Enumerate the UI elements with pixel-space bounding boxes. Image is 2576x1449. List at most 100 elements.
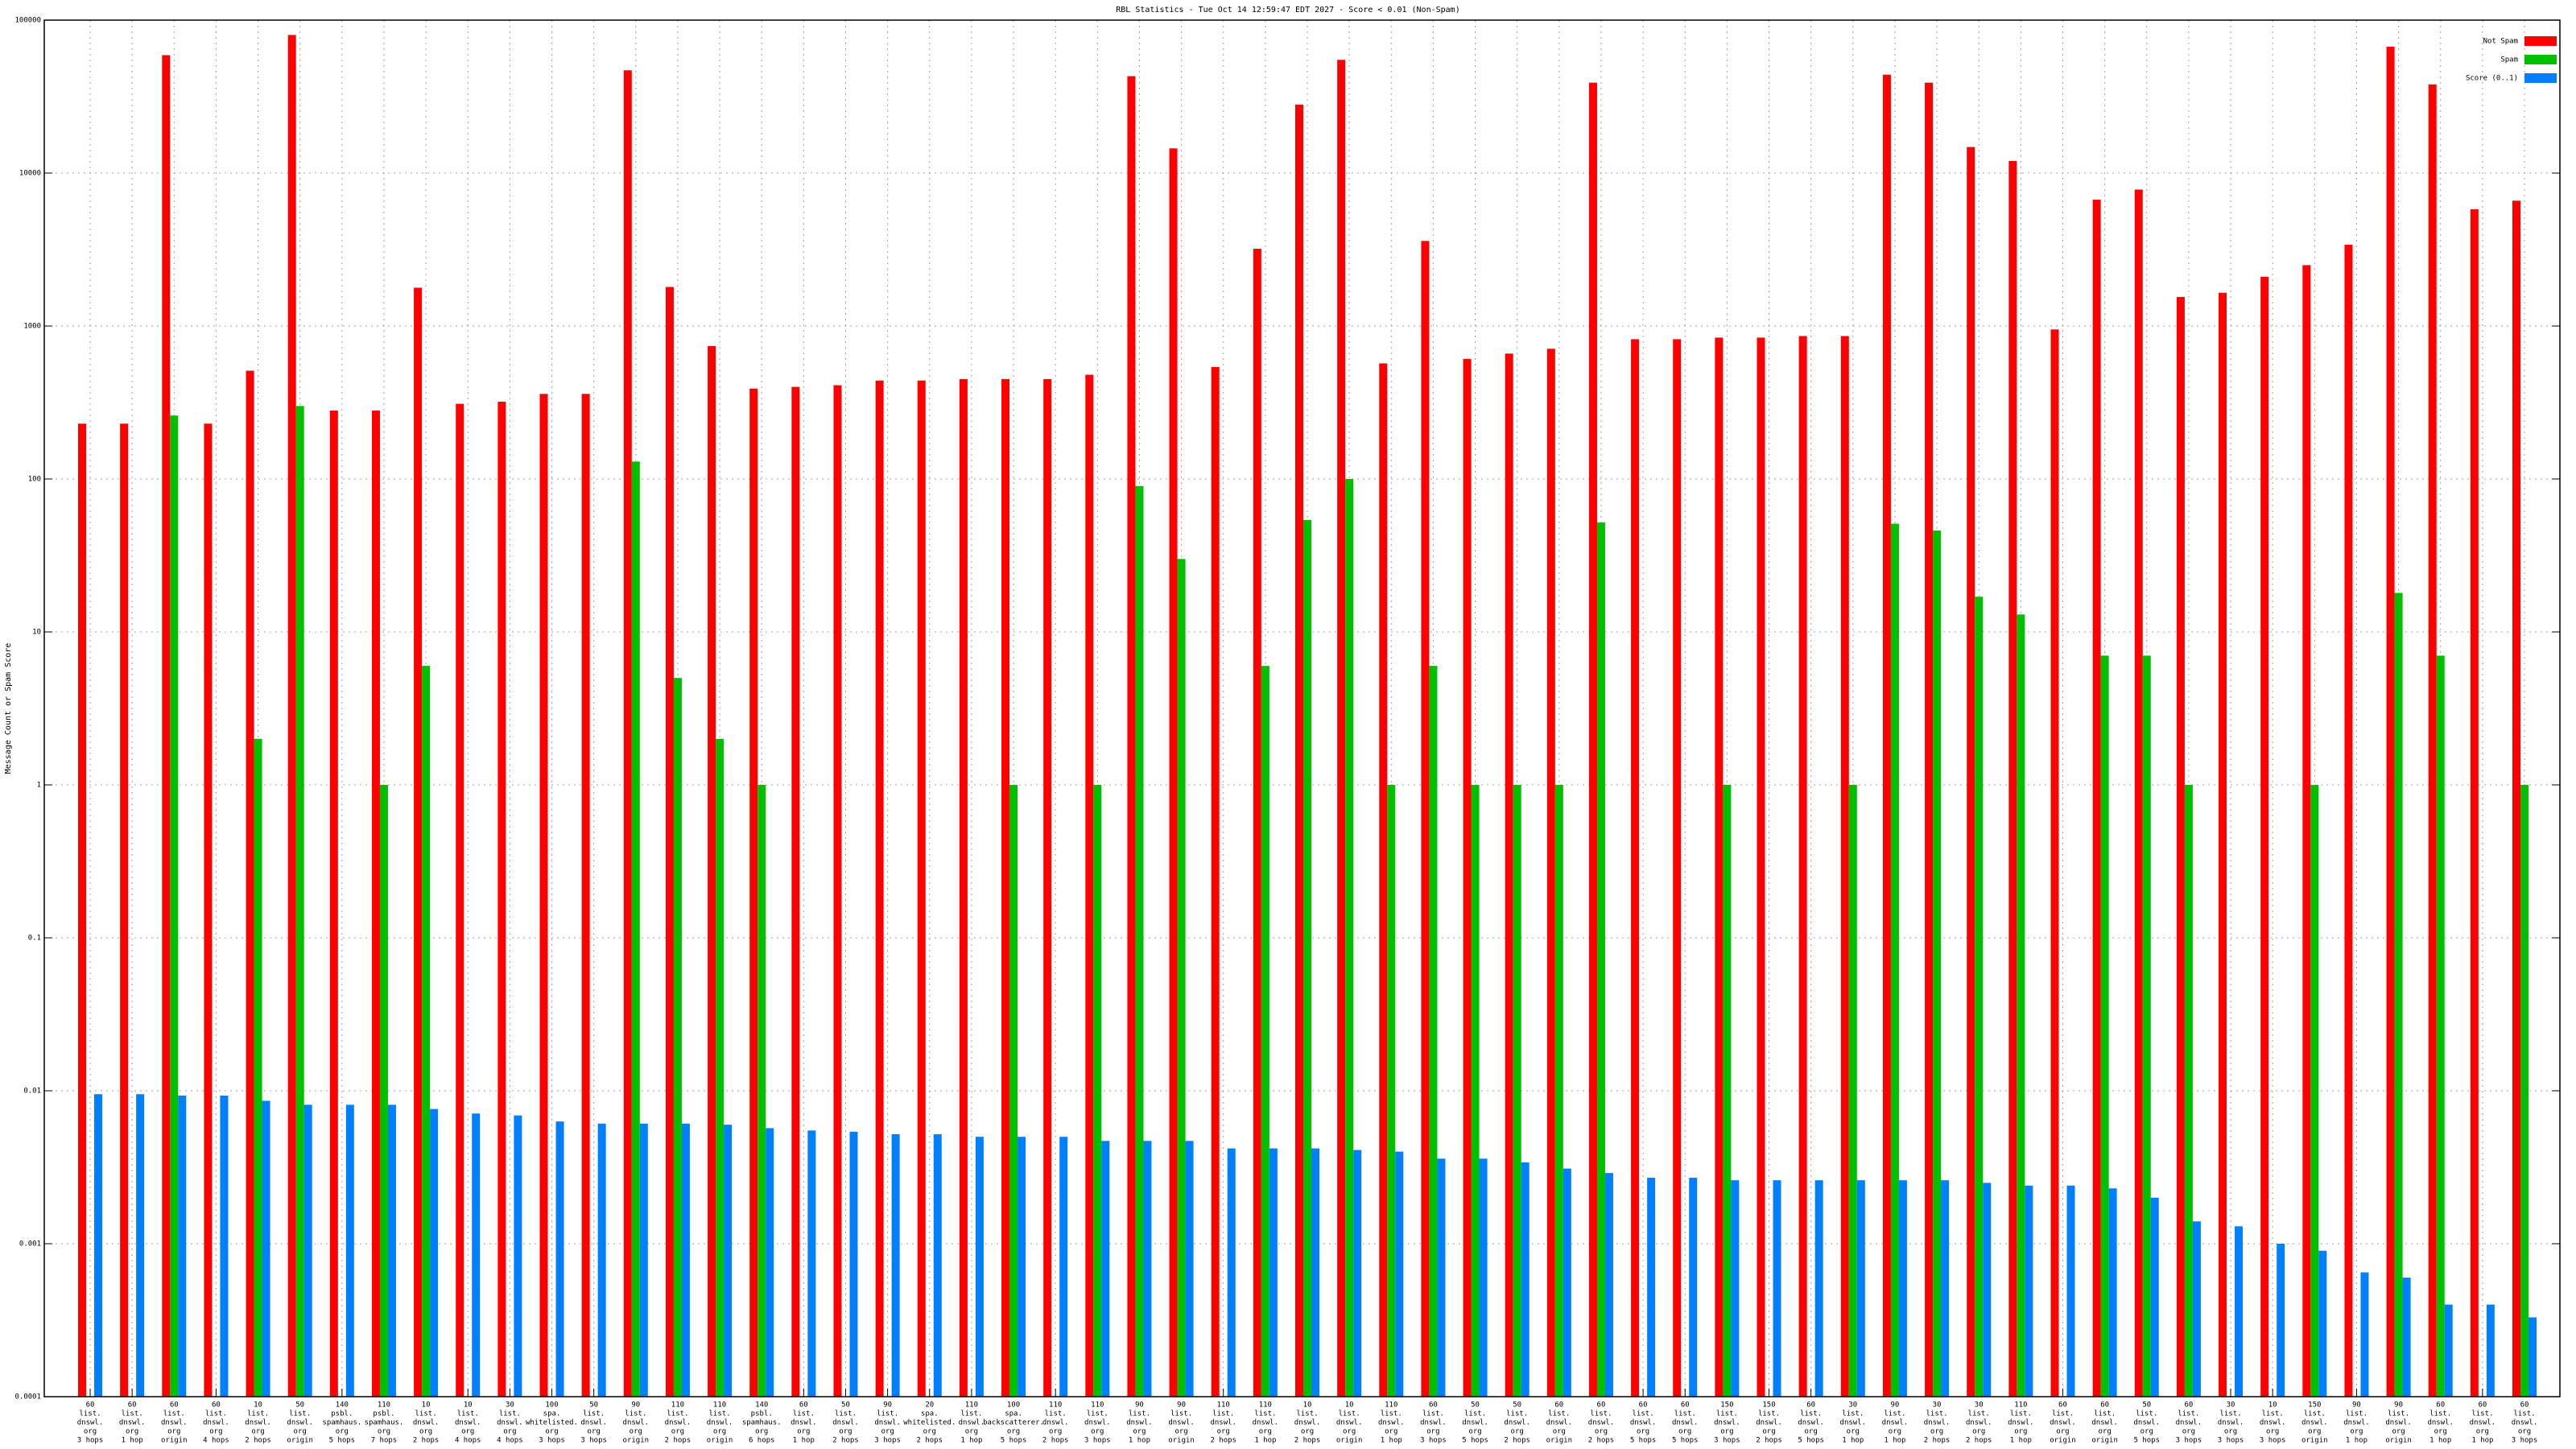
x-tick-label: org (1847, 1428, 1860, 1436)
x-tick-label: 90 (2394, 1402, 2403, 1410)
bar (1169, 148, 1178, 1397)
x-tick-label: 10 (2268, 1402, 2277, 1410)
bar (1437, 1158, 1446, 1397)
x-tick-label: 110 (2014, 1402, 2027, 1410)
x-tick-label: dnswl. (874, 1419, 901, 1427)
y-tick-label: 100000 (14, 17, 41, 25)
bar (456, 403, 464, 1397)
bar (2050, 329, 2059, 1397)
x-tick-label: dnswl. (2260, 1419, 2286, 1427)
legend-swatch (2524, 36, 2557, 46)
x-tick-label: org (1637, 1428, 1649, 1436)
x-tick-label: list. (1506, 1410, 1528, 1418)
bar (1631, 339, 1640, 1397)
bar (1588, 82, 1597, 1397)
x-tick-label: dnswl. (2050, 1419, 2076, 1427)
x-tick-label: psbl. (373, 1410, 394, 1418)
x-tick-label: dnswl. (623, 1419, 650, 1427)
x-tick-label: org (1301, 1428, 1314, 1436)
x-tick-label: list. (1968, 1410, 1990, 1418)
bar (1798, 336, 1807, 1397)
x-tick-label: 10 (1303, 1402, 1312, 1410)
x-tick-label: list. (1045, 1410, 1067, 1418)
bar (1269, 1148, 1278, 1397)
bar (2428, 84, 2437, 1397)
x-tick-label: 60 (1429, 1402, 1438, 1410)
bar (414, 287, 423, 1397)
y-tick-label: 100 (28, 476, 41, 484)
x-tick-label: list. (2429, 1410, 2451, 1418)
bar (631, 461, 640, 1397)
bar (2219, 292, 2227, 1397)
x-tick-label: dnswl. (1210, 1419, 1236, 1427)
legend-swatch (2524, 73, 2557, 83)
x-tick-label: org (2098, 1428, 2111, 1436)
x-tick-label: org (1595, 1428, 1608, 1436)
bar (2008, 160, 2017, 1397)
x-tick-label: org (545, 1428, 558, 1436)
x-tick-label: 110 (1259, 1402, 1272, 1410)
x-tick-label: spa. (921, 1410, 939, 1418)
x-tick-label: 7 hops (371, 1437, 398, 1445)
x-tick-label: list. (289, 1410, 311, 1418)
bar (623, 70, 632, 1397)
bar (1513, 785, 1521, 1397)
x-tick-label: spamhaus. (742, 1419, 782, 1427)
bar (724, 1125, 733, 1397)
bar (1890, 523, 1899, 1397)
x-tick-label: 3 hops (2260, 1437, 2286, 1445)
bar (539, 394, 548, 1397)
x-tick-label: 20 (925, 1402, 934, 1410)
bar (1689, 1178, 1698, 1397)
bar (178, 1095, 187, 1397)
bar (1127, 76, 1136, 1397)
bar (1521, 1162, 1530, 1397)
x-tick-label: list. (205, 1410, 227, 1418)
bar (555, 1121, 564, 1397)
x-tick-label: origin (1168, 1437, 1195, 1445)
x-tick-label: dnswl. (1672, 1419, 1699, 1427)
bar (1563, 1168, 1571, 1397)
bar (2134, 189, 2143, 1397)
x-tick-label: org (1468, 1428, 1481, 1436)
bar (1463, 358, 1472, 1397)
x-tick-label: origin (2385, 1437, 2412, 1445)
x-tick-label: org (2056, 1428, 2069, 1436)
bar (1395, 1151, 1404, 1397)
bar (1345, 479, 1354, 1397)
bar (1882, 74, 1891, 1397)
bar (2444, 1304, 2453, 1397)
bar (1261, 666, 1269, 1397)
x-tick-label: 60 (1681, 1402, 1690, 1410)
x-tick-label: org (2518, 1428, 2531, 1436)
x-tick-label: list. (247, 1410, 269, 1418)
x-tick-label: list. (1212, 1410, 1234, 1418)
x-tick-label: 5 hops (1462, 1437, 1488, 1445)
bar (1185, 1141, 1194, 1397)
bar (2512, 200, 2520, 1397)
x-tick-label: 1 hop (2429, 1437, 2451, 1445)
x-tick-label: list. (2262, 1410, 2284, 1418)
bar (295, 406, 304, 1397)
x-tick-label: list. (1633, 1410, 1654, 1418)
bar (2150, 1197, 2159, 1397)
x-tick-label: org (1426, 1428, 1439, 1436)
bar (1379, 363, 1388, 1397)
x-tick-label: dnswl. (1042, 1419, 1069, 1427)
x-tick-label: org (2434, 1428, 2447, 1436)
x-tick-label: org (923, 1428, 936, 1436)
bar (204, 423, 213, 1397)
x-tick-label: 2 hops (413, 1437, 440, 1445)
x-tick-label: dnswl. (1336, 1419, 1363, 1427)
bar (379, 785, 388, 1397)
x-tick-label: org (2140, 1428, 2153, 1436)
x-tick-label: dnswl. (1798, 1419, 1824, 1427)
x-tick-label: 3 hops (874, 1437, 901, 1445)
x-tick-label: 150 (1762, 1402, 1775, 1410)
bar (1311, 1148, 1319, 1397)
x-tick-label: org (2014, 1428, 2027, 1436)
x-tick-label: org (167, 1428, 180, 1436)
x-tick-label: org (2476, 1428, 2489, 1436)
x-tick-label: list. (1464, 1410, 1486, 1418)
